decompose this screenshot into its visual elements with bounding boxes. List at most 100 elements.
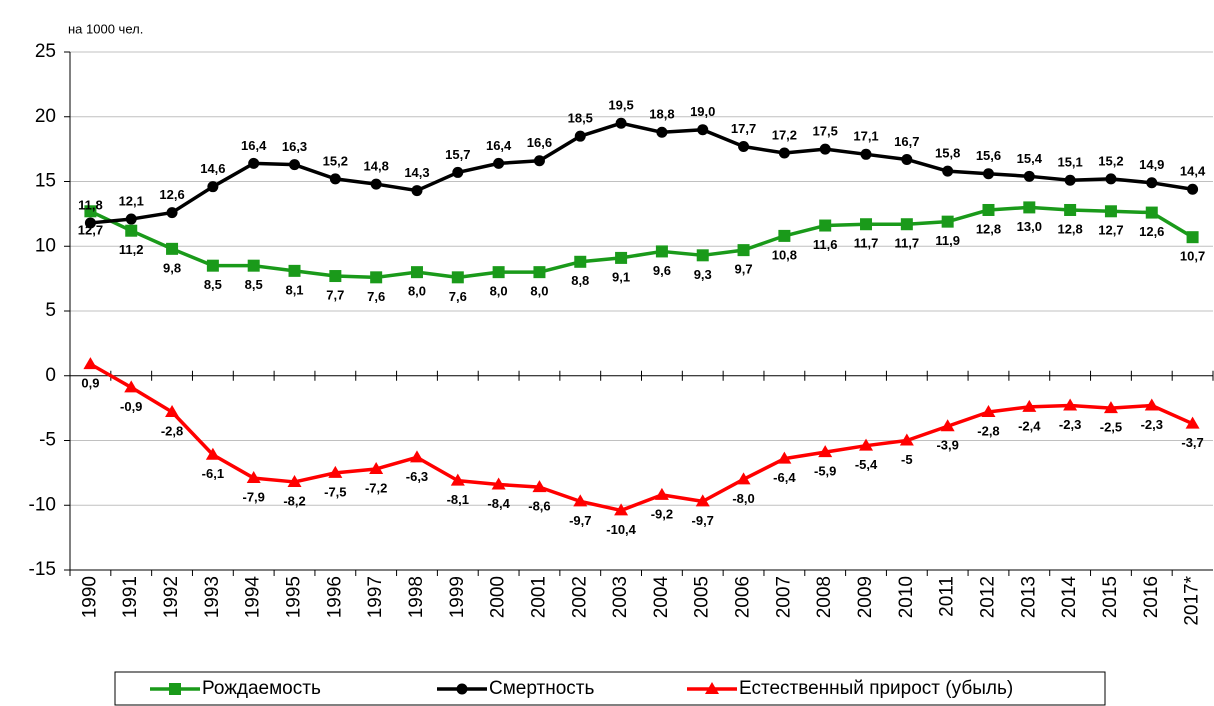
data-label: 8,5 <box>204 277 222 292</box>
data-label: 16,4 <box>486 138 512 153</box>
marker <box>899 433 914 446</box>
data-label: -2,4 <box>1018 418 1041 433</box>
data-label: 16,4 <box>241 138 267 153</box>
data-label: 9,7 <box>735 262 753 277</box>
data-label: -9,7 <box>569 513 591 528</box>
data-label: 14,9 <box>1139 157 1164 172</box>
marker <box>819 143 831 155</box>
data-label: -8,2 <box>283 493 305 508</box>
marker <box>248 157 260 169</box>
y-tick-label: 20 <box>35 106 56 127</box>
x-tick-label: 2007 <box>773 576 794 618</box>
legend-label: Рождаемость <box>202 678 321 699</box>
data-label: -6,1 <box>202 466 224 481</box>
data-label: 18,5 <box>568 111 593 126</box>
marker <box>288 264 301 277</box>
data-label: 10,7 <box>1180 249 1205 264</box>
marker <box>859 438 874 451</box>
series-line <box>90 121 1193 225</box>
marker <box>166 207 178 219</box>
x-tick-label: 2003 <box>610 576 631 618</box>
x-tick-label: 1997 <box>365 576 386 618</box>
data-label: 19,0 <box>690 104 715 119</box>
data-label: 10,8 <box>772 247 797 262</box>
marker <box>491 477 506 490</box>
marker <box>778 229 791 242</box>
marker <box>1186 231 1199 244</box>
marker <box>165 405 180 418</box>
marker <box>696 249 709 262</box>
data-label: -8,1 <box>447 492 469 507</box>
x-tick-label: 1994 <box>243 576 264 619</box>
data-label: 13,0 <box>1017 219 1042 234</box>
x-tick-label: 2004 <box>651 576 672 619</box>
marker <box>493 157 505 169</box>
data-label: 7,6 <box>367 289 385 304</box>
data-label: -7,9 <box>242 489 264 504</box>
marker <box>169 683 181 695</box>
data-label: 15,8 <box>935 146 960 161</box>
data-label: -5 <box>901 452 913 467</box>
marker <box>328 465 343 478</box>
data-label: 14,4 <box>1180 164 1206 179</box>
x-tick-label: 1998 <box>406 576 427 618</box>
marker <box>1023 170 1035 182</box>
data-label: 15,1 <box>1057 155 1082 170</box>
data-label: 15,2 <box>323 153 348 168</box>
marker <box>124 380 139 393</box>
marker <box>654 487 669 500</box>
data-label: -9,2 <box>651 506 673 521</box>
data-label: 9,6 <box>653 263 671 278</box>
marker <box>206 259 219 272</box>
data-label: -3,7 <box>1181 435 1203 450</box>
data-label: -3,9 <box>936 438 958 453</box>
marker <box>532 480 547 493</box>
marker <box>369 461 384 474</box>
x-tick-label: 2015 <box>1100 576 1121 618</box>
data-label: 12,1 <box>119 193 144 208</box>
unit-label: на 1000 чел. <box>68 21 143 36</box>
data-label: -2,8 <box>977 423 999 438</box>
data-label: 11,8 <box>78 197 103 212</box>
data-label: 12,8 <box>1057 221 1082 236</box>
data-label: -5,4 <box>855 457 878 472</box>
marker <box>614 503 629 516</box>
marker <box>656 126 668 138</box>
marker <box>737 244 750 257</box>
marker <box>329 270 342 283</box>
y-tick-label: 5 <box>45 300 56 321</box>
x-tick-label: 2011 <box>937 576 958 617</box>
marker <box>1023 201 1036 214</box>
marker <box>900 218 913 231</box>
data-label: -8,0 <box>732 491 754 506</box>
data-label: -5,9 <box>814 464 836 479</box>
marker <box>1063 398 1078 411</box>
marker <box>573 494 588 507</box>
marker <box>982 168 994 180</box>
marker <box>777 451 792 464</box>
marker <box>205 447 220 460</box>
marker <box>1146 177 1158 189</box>
data-label: 15,7 <box>445 147 470 162</box>
data-label: 11,7 <box>895 236 920 251</box>
data-label: 12,6 <box>159 187 184 202</box>
data-label: 9,8 <box>163 260 181 275</box>
marker <box>84 217 96 229</box>
marker <box>329 173 341 185</box>
data-label: 17,5 <box>813 124 838 139</box>
data-label: -10,4 <box>606 522 636 537</box>
marker <box>450 473 465 486</box>
data-label: 16,7 <box>894 134 919 149</box>
marker <box>287 474 302 487</box>
data-label: 12,7 <box>78 223 103 238</box>
y-tick-label: 25 <box>35 41 56 62</box>
data-label: 8,8 <box>571 273 589 288</box>
marker <box>695 494 710 507</box>
data-label: 17,2 <box>772 127 797 142</box>
marker <box>655 245 668 258</box>
marker <box>1145 206 1158 219</box>
data-label: 14,8 <box>364 159 389 174</box>
marker <box>778 147 790 159</box>
data-label: -6,3 <box>406 469 428 484</box>
data-label: 11,6 <box>813 237 838 252</box>
